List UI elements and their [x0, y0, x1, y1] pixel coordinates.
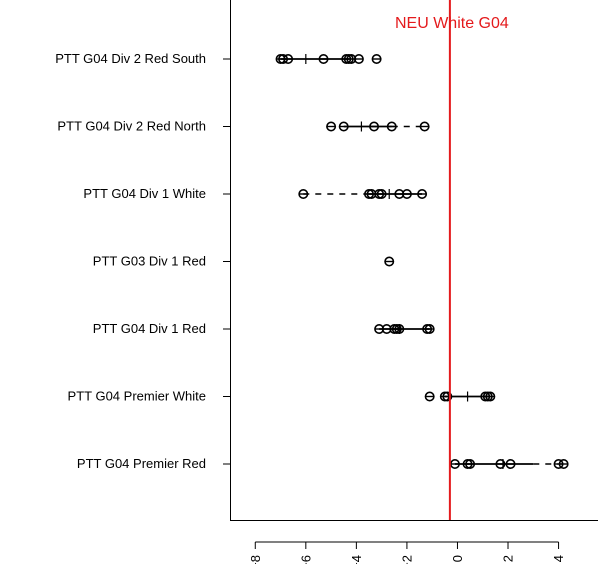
y-tick-label: PTT G04 Div 1 Red — [93, 321, 206, 336]
x-axis: −8 −6 −4 −2 0 2 4 — [248, 541, 566, 564]
x-tick-label: −2 — [399, 555, 414, 564]
y-tick-label: PTT G04 Div 2 Red North — [57, 119, 206, 134]
y-tick-label: PTT G04 Premier Red — [77, 456, 206, 471]
y-tick-label: PTT G03 Div 1 Red — [93, 254, 206, 269]
x-tick-label: −8 — [248, 555, 263, 564]
category-row: PTT G04 Div 1 White — [83, 186, 428, 201]
x-tick-label: 2 — [501, 555, 516, 562]
reference-annotation: NEU White G04 — [395, 15, 509, 32]
category-row: PTT G03 Div 1 Red — [93, 254, 395, 269]
category-row: PTT G04 Premier Red — [77, 456, 569, 471]
category-row: PTT G04 Div 1 Red — [93, 321, 435, 336]
y-tick-label: PTT G04 Div 1 White — [83, 186, 206, 201]
x-tick-label: −4 — [349, 555, 364, 564]
y-tick-label: PTT G04 Div 2 Red South — [55, 51, 206, 66]
category-rows: PTT G04 Div 2 Red South PTT G04 Div 2 Red… — [55, 51, 569, 471]
category-row: PTT G04 Div 2 Red South — [55, 51, 382, 66]
y-tick-label: PTT G04 Premier White — [68, 389, 206, 404]
plot-area — [230, 0, 598, 521]
x-tick-label: 4 — [551, 555, 566, 562]
x-tick-label: −6 — [298, 555, 313, 564]
category-row: PTT G04 Div 2 Red North — [57, 119, 430, 134]
category-row: PTT G04 Premier White — [68, 389, 496, 404]
x-tick-label: 0 — [450, 555, 465, 562]
